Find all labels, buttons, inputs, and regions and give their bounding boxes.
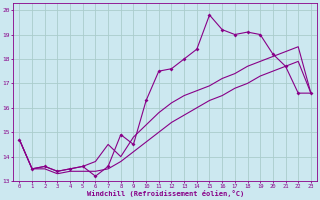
X-axis label: Windchill (Refroidissement éolien,°C): Windchill (Refroidissement éolien,°C): [86, 190, 244, 197]
